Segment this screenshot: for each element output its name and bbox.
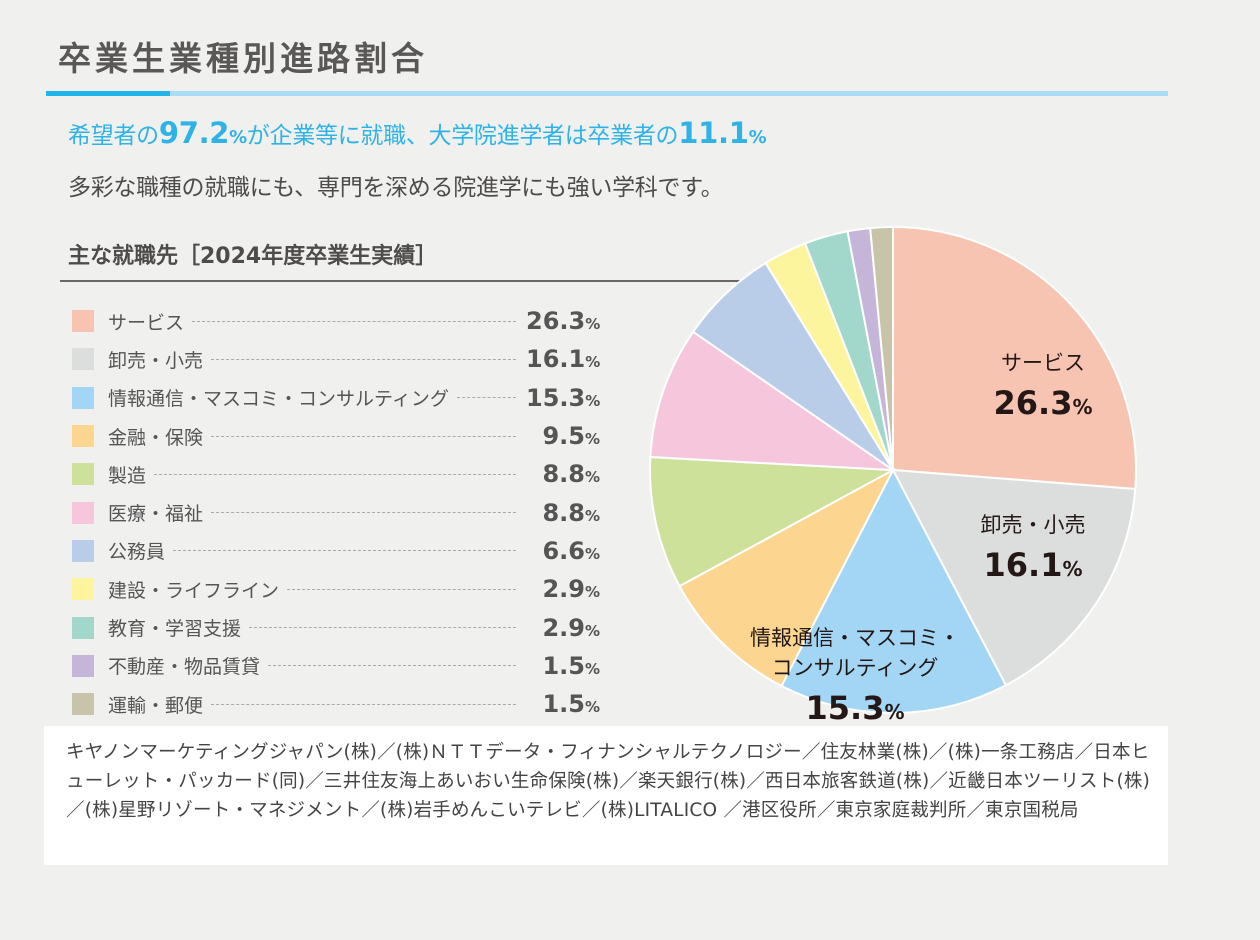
title-underline [46, 91, 1168, 96]
legend-value: 15.3% [526, 383, 601, 412]
legend-value: 1.5% [542, 651, 600, 680]
percent-sign: % [1062, 557, 1082, 581]
legend-value: 16.1% [526, 345, 601, 374]
percent-sign: % [229, 127, 247, 148]
slice-callout: 情報通信・マスコミ・コンサルティング 15.3% [750, 626, 960, 720]
legend-swatch [72, 693, 94, 716]
leader-dots [154, 473, 516, 475]
percent-sign: % [1072, 395, 1092, 419]
legend-value: 8.8% [542, 498, 600, 527]
percent-sign: % [585, 353, 601, 372]
pie-slice [649, 456, 897, 588]
leader-dots [211, 512, 516, 514]
leader-dots [268, 665, 516, 667]
employers-box: キヤノンマーケティングジャパン(株)／(株)ＮＴＴデータ・フィナンシャルテクノロ… [44, 726, 1168, 865]
legend-swatch [72, 654, 94, 677]
legend-value: 26.3% [526, 307, 601, 336]
percent-sign: % [748, 127, 767, 148]
legend-swatch [72, 539, 94, 562]
percent-sign: % [584, 659, 600, 678]
legend-item: 運輸・郵便 1.5% [72, 685, 600, 723]
legend-swatch [72, 348, 94, 371]
pie-chart: サービス26.3%卸売・小売16.1%情報通信・マスコミ・コンサルティング15.… [649, 225, 1137, 720]
legend-label: 情報通信・マスコミ・コンサルティング [108, 388, 449, 411]
legend-label: 運輸・郵便 [108, 694, 204, 717]
legend-swatch [72, 616, 94, 639]
section-divider [60, 280, 750, 282]
percent-sign: % [884, 700, 904, 720]
percent-sign: % [584, 506, 600, 525]
pie-slice [892, 225, 1137, 491]
legend-swatch [72, 501, 94, 524]
section-heading: 主な就職先［2024年度卒業生実績］ [68, 244, 438, 269]
leader-dots [211, 435, 516, 437]
chart-legend: サービス 26.3% 卸売・小売 16.1% 情報通信・マスコミ・コンサルティング 15.… [72, 302, 600, 723]
headline-stat: 希望者の97.2%が企業等に就職、大学院進学者は卒業者の11.1% [68, 116, 767, 150]
legend-item: 医療・福祉 8.8% [72, 493, 600, 531]
leader-dots [287, 588, 516, 590]
leader-dots [211, 358, 516, 360]
legend-value: 2.9% [542, 613, 600, 642]
percent-sign: % [584, 430, 600, 449]
grad-school-rate-value: 11.1 [678, 116, 749, 150]
legend-swatch [72, 425, 94, 448]
percent-sign: % [584, 621, 600, 640]
pie-slice [891, 468, 1137, 687]
legend-swatch [72, 310, 94, 333]
leader-dots [456, 397, 516, 399]
leader-dots [211, 703, 516, 705]
legend-label: 金融・保険 [108, 426, 204, 449]
legend-label: 公務員 [108, 541, 166, 564]
percent-sign: % [584, 544, 600, 563]
legend-item: 建設・ライフライン 2.9% [72, 570, 600, 608]
legend-item: 製造 8.8% [72, 455, 600, 493]
callout-value: 15.3% [806, 689, 905, 720]
legend-value: 9.5% [542, 422, 600, 451]
legend-item: 公務員 6.6% [72, 532, 600, 570]
legend-value: 8.8% [542, 460, 600, 489]
percent-sign: % [584, 698, 600, 717]
callout-label: サービス [1001, 351, 1085, 375]
legend-swatch [72, 463, 94, 486]
title-underline-accent [46, 91, 170, 96]
employers-list: キヤノンマーケティングジャパン(株)／(株)ＮＴＴデータ・フィナンシャルテクノロ… [66, 742, 1150, 821]
legend-item: 教育・学習支援 2.9% [72, 608, 600, 646]
legend-label: 建設・ライフライン [108, 579, 280, 602]
legend-label: サービス [108, 311, 185, 334]
headline-text: が企業等に就職、大学院進学者は卒業者の [246, 123, 679, 149]
pie-slice [678, 467, 896, 688]
leader-dots [173, 550, 516, 552]
legend-item: 卸売・小売 16.1% [72, 340, 600, 378]
percent-sign: % [585, 315, 601, 334]
page-title: 卒業生業種別進路割合 [58, 39, 428, 78]
legend-swatch [72, 386, 94, 409]
leader-dots [192, 320, 516, 322]
legend-item: 情報通信・マスコミ・コンサルティング 15.3% [72, 379, 600, 417]
pie-slice [780, 467, 1008, 714]
legend-item: 金融・保険 9.5% [72, 417, 600, 455]
legend-label: 卸売・小売 [108, 349, 204, 372]
headline-text: 希望者の [68, 123, 159, 149]
percent-sign: % [584, 583, 600, 602]
legend-label: 製造 [108, 464, 147, 487]
leader-dots [249, 627, 516, 629]
legend-item: サービス 26.3% [72, 302, 600, 340]
legend-label: 不動産・物品賃貸 [108, 656, 261, 679]
legend-value: 2.9% [542, 575, 600, 604]
callout-label: 情報通信・マスコミ・ [750, 626, 960, 650]
percent-sign: % [585, 391, 601, 410]
percent-sign: % [584, 468, 600, 487]
legend-value: 6.6% [542, 536, 600, 565]
callout-label: コンサルティング [772, 656, 939, 680]
headline-subtext: 多彩な職種の就職にも、専門を深める院進学にも強い学科です。 [68, 175, 724, 201]
employment-rate-value: 97.2 [158, 116, 230, 150]
legend-value: 1.5% [542, 690, 600, 719]
legend-swatch [72, 578, 94, 601]
pie-slice [869, 225, 894, 471]
callout-label: 卸売・小売 [981, 513, 1086, 537]
legend-item: 不動産・物品賃貸 1.5% [72, 647, 600, 685]
pie-slice [649, 330, 897, 472]
legend-label: 医療・福祉 [108, 503, 204, 526]
legend-label: 教育・学習支援 [108, 618, 242, 641]
